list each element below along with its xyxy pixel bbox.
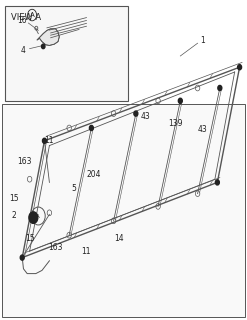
Polygon shape — [37, 29, 59, 45]
Text: 14: 14 — [114, 234, 123, 243]
Text: A: A — [30, 12, 35, 18]
Text: 204: 204 — [87, 170, 101, 179]
Text: 11: 11 — [45, 136, 54, 145]
Circle shape — [178, 98, 182, 103]
Text: 43: 43 — [141, 112, 151, 121]
Text: 2: 2 — [11, 212, 16, 220]
Circle shape — [29, 212, 38, 223]
Circle shape — [41, 44, 45, 49]
Text: 1: 1 — [200, 36, 205, 44]
Text: A: A — [36, 213, 40, 219]
Circle shape — [218, 85, 222, 91]
Text: 15: 15 — [9, 194, 18, 203]
Text: 163: 163 — [18, 157, 32, 166]
Text: 11: 11 — [82, 247, 91, 256]
Text: 5: 5 — [72, 184, 77, 193]
Text: 4: 4 — [21, 46, 26, 55]
Circle shape — [42, 138, 46, 143]
Circle shape — [20, 255, 24, 260]
Text: 43: 43 — [198, 125, 207, 134]
Circle shape — [215, 180, 219, 185]
Text: 16: 16 — [18, 16, 27, 25]
Text: 139: 139 — [168, 119, 183, 128]
Text: 163: 163 — [48, 244, 63, 252]
Text: VIEW A: VIEW A — [11, 13, 41, 22]
Circle shape — [89, 125, 93, 131]
Circle shape — [134, 111, 138, 116]
Bar — [5, 6, 128, 101]
Bar — [2, 104, 245, 317]
Circle shape — [238, 65, 242, 70]
Text: 15: 15 — [25, 234, 34, 243]
